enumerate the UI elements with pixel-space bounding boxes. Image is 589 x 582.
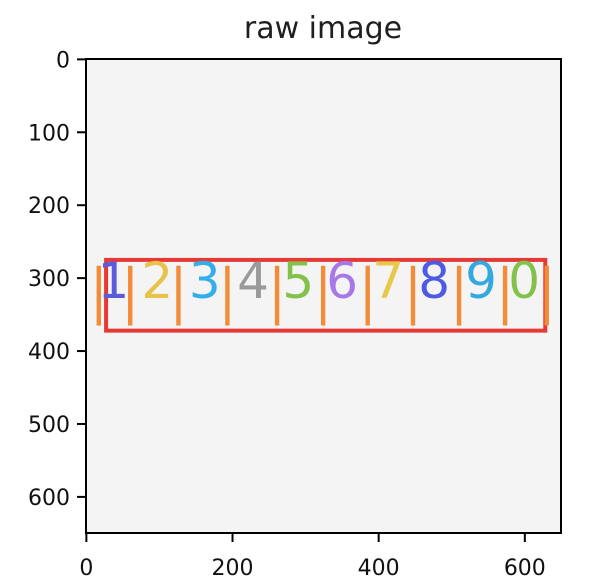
segment-marker [225,265,230,326]
chart-title: raw image [244,11,402,46]
digit-mark: 6 [326,252,358,310]
digit-mark: 1 [97,252,129,310]
x-tick-label: 0 [79,556,93,581]
digit-mark: 9 [465,252,497,310]
x-tick-label: 400 [358,556,400,581]
digit-mark: 2 [141,252,173,310]
segment-marker [502,265,508,326]
segment-marker [176,265,181,326]
y-tick-label: 300 [28,267,70,292]
x-tick-label: 600 [504,556,546,581]
x-tick-label: 200 [212,556,254,581]
tick-layer: 0 200 400 600 0 100 200 300 400 500 600 [28,48,546,581]
y-tick-label: 200 [28,194,70,219]
segment-marker [410,265,416,326]
y-tick-label: 0 [56,48,70,73]
digit-mark: 3 [189,252,221,310]
digit-mark: 5 [282,252,314,310]
segment-marker [320,265,326,326]
segment-marker [274,265,280,326]
y-tick-label: 400 [28,340,70,365]
digit-mark: 0 [508,252,540,310]
segment-marker [96,265,101,326]
digit-mark: 7 [372,252,404,310]
digit-mark: 8 [418,252,450,310]
digit-mark: 4 [237,252,269,310]
overlay-layer [96,257,549,333]
y-tick-label: 100 [28,121,70,146]
y-tick-label: 500 [28,413,70,438]
segment-marker [544,265,549,326]
y-tick-label: 600 [28,486,70,511]
segment-marker [365,265,370,326]
segment-marker [456,265,462,326]
plot-frame [85,58,562,534]
segment-marker [128,265,133,326]
